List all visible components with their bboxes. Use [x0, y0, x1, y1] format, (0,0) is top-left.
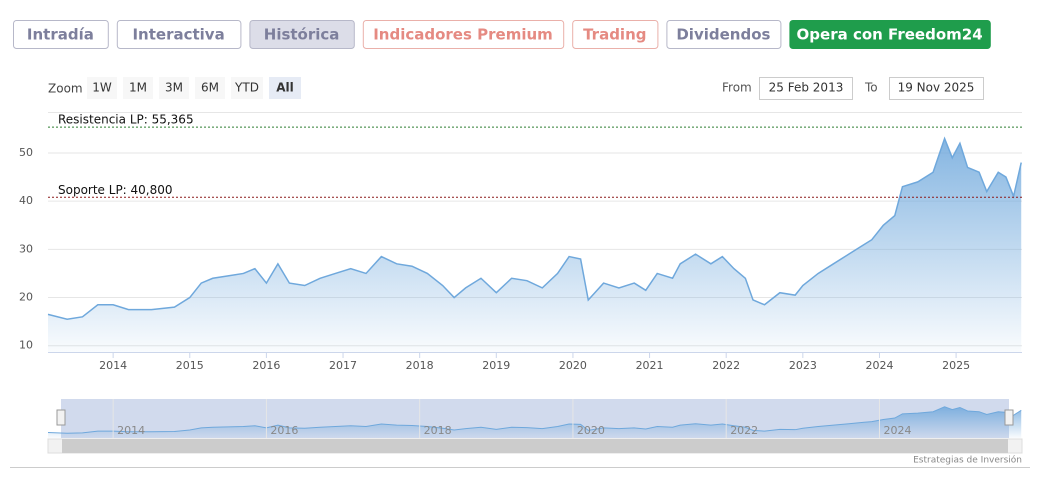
x-tick-label: 2023 — [789, 359, 817, 372]
navigator-label: 2014 — [117, 424, 145, 437]
to-input[interactable] — [889, 77, 984, 100]
x-tick-label: 2021 — [636, 359, 664, 372]
navigator-label: 2022 — [730, 424, 758, 437]
tab[interactable] — [249, 20, 355, 49]
navigator-label: 2020 — [577, 424, 605, 437]
tab[interactable] — [116, 20, 242, 49]
tab-label[interactable]: Opera con Freedom24 — [797, 26, 983, 44]
zoom-button[interactable] — [195, 77, 225, 99]
annotation-label: Resistencia LP: 55,365 — [58, 113, 194, 127]
from-input[interactable] — [759, 77, 853, 100]
zoom-button[interactable] — [159, 77, 189, 99]
zoom-button[interactable] — [269, 77, 301, 99]
y-tick-label: 50 — [19, 146, 33, 159]
tab-label[interactable]: Histórica — [264, 26, 340, 44]
line — [47, 136, 1022, 320]
y-tick-label: 40 — [19, 194, 33, 207]
tab-label[interactable]: Indicadores Premium — [373, 26, 553, 44]
tab-label[interactable]: Interactiva — [132, 26, 224, 44]
x-tick-label: 2025 — [942, 359, 970, 372]
navigator-area — [48, 406, 1022, 438]
credit: Estrategias de Inversión — [913, 455, 1022, 466]
y-tick-label: 20 — [19, 291, 33, 304]
zoom-button-label[interactable]: YTD — [234, 81, 259, 95]
to-value[interactable]: 19 Nov 2025 — [898, 81, 975, 95]
tab[interactable] — [666, 20, 782, 49]
zoom-button-label[interactable]: 6M — [201, 81, 219, 95]
zoom-button-label[interactable]: 3M — [165, 81, 183, 95]
to-label: To — [864, 81, 878, 95]
area — [48, 138, 1022, 352]
annotation-label: Soporte LP: 40,800 — [58, 183, 173, 197]
zoom-button[interactable] — [87, 77, 117, 99]
y-tick-label: 30 — [19, 242, 33, 255]
x-tick-label: 2016 — [252, 359, 280, 372]
zoom-button[interactable] — [231, 77, 263, 99]
zoom-button-label[interactable]: All — [276, 81, 294, 95]
x-tick-label: 2020 — [559, 359, 587, 372]
tab[interactable] — [789, 20, 991, 49]
zoom-button-label[interactable]: 1M — [129, 81, 147, 95]
zoom-button[interactable] — [123, 77, 153, 99]
navigator-line — [47, 406, 1022, 434]
x-tick-label: 2015 — [176, 359, 204, 372]
x-tick-label: 2022 — [712, 359, 740, 372]
zoom-button-label[interactable]: 1W — [92, 81, 112, 95]
tab[interactable] — [572, 20, 659, 49]
tab-label[interactable]: Trading — [583, 26, 646, 44]
x-tick-label: 2019 — [482, 359, 510, 372]
tab-label[interactable]: Intradía — [27, 26, 94, 44]
navigator-label: 2024 — [883, 424, 911, 437]
y-tick-label: 10 — [19, 339, 33, 352]
x-tick-label: 2017 — [329, 359, 357, 372]
x-tick-label: 2018 — [406, 359, 434, 372]
x-tick-label: 2014 — [99, 359, 127, 372]
scrollbar-thumb[interactable] — [62, 439, 1008, 453]
zoom-label: Zoom — [48, 82, 83, 96]
navigator-label: 2018 — [424, 424, 452, 437]
from-value[interactable]: 25 Feb 2013 — [769, 81, 844, 95]
x-tick-label: 2024 — [865, 359, 893, 372]
from-label: From — [722, 81, 752, 95]
navigator-handle[interactable] — [1004, 409, 1014, 426]
tab[interactable] — [13, 20, 109, 49]
navigator-handle[interactable] — [56, 409, 66, 426]
tab-label[interactable]: Dividendos — [676, 26, 770, 44]
navigator-label: 2016 — [270, 424, 298, 437]
tab[interactable] — [362, 20, 565, 49]
